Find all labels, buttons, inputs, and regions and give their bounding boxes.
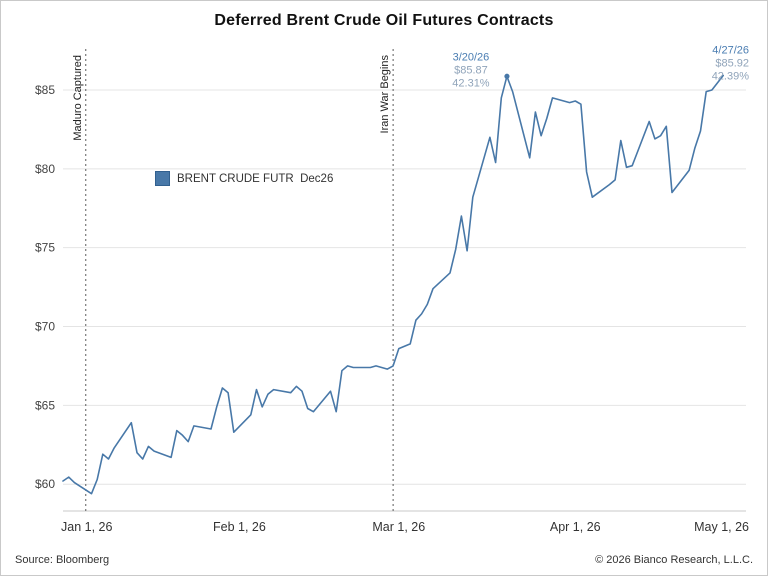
peak-marker [504, 73, 510, 79]
x-tick-label: Apr 1, 26 [550, 520, 601, 534]
annotation-line: 3/20/26 [453, 51, 490, 63]
y-tick-label: $65 [35, 398, 55, 412]
annotation-line: 42.39% [712, 70, 750, 82]
y-tick-label: $60 [35, 477, 55, 491]
copyright-note: © 2026 Bianco Research, L.L.C. [595, 554, 753, 566]
annotation-line: $85.87 [454, 64, 488, 76]
x-tick-label: Jan 1, 26 [61, 520, 112, 534]
y-tick-label: $85 [35, 83, 55, 97]
source-note: Source: Bloomberg [15, 554, 110, 566]
annotation-line: 4/27/26 [712, 44, 749, 56]
event-line-label: Maduro Captured [72, 55, 84, 141]
annotation-line: 42.31% [452, 77, 490, 89]
y-tick-label: $70 [35, 320, 55, 334]
x-tick-label: May 1, 26 [694, 520, 749, 534]
y-tick-label: $75 [35, 241, 55, 255]
x-tick-label: Mar 1, 26 [372, 520, 425, 534]
series-line-brent [62, 74, 725, 495]
legend: BRENT CRUDE FUTR Dec26 [155, 171, 333, 186]
chart-title: Deferred Brent Crude Oil Futures Contrac… [214, 12, 554, 29]
x-tick-label: Feb 1, 26 [213, 520, 266, 534]
legend-label: BRENT CRUDE FUTR Dec26 [177, 172, 334, 185]
y-tick-label: $80 [35, 162, 55, 176]
legend-swatch [155, 171, 170, 186]
annotation-line: $85.92 [715, 57, 749, 69]
event-line-label: Iran War Begins [379, 55, 391, 134]
